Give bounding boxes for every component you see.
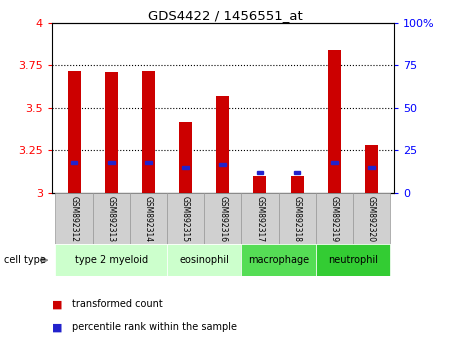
Bar [365, 145, 378, 193]
Bar [216, 96, 229, 193]
Bar [316, 244, 390, 276]
Bar [368, 166, 375, 169]
Bar [130, 193, 167, 244]
Text: percentile rank within the sample: percentile rank within the sample [72, 322, 237, 332]
Bar [316, 193, 353, 244]
Bar [105, 72, 118, 193]
Bar [256, 171, 263, 174]
Text: transformed count: transformed count [72, 299, 163, 309]
Text: neutrophil: neutrophil [328, 255, 378, 265]
Bar [142, 70, 155, 193]
Text: macrophage: macrophage [248, 255, 309, 265]
Text: GSM892319: GSM892319 [330, 195, 339, 242]
Bar [253, 176, 266, 193]
Bar [241, 193, 279, 244]
Bar [331, 161, 338, 164]
Bar [68, 70, 81, 193]
Bar [241, 244, 316, 276]
Text: GSM892313: GSM892313 [107, 195, 116, 242]
Text: GSM892316: GSM892316 [218, 195, 227, 242]
Bar [353, 193, 390, 244]
Bar [204, 193, 241, 244]
Text: GDS4422 / 1456551_at: GDS4422 / 1456551_at [148, 9, 302, 22]
Bar [182, 166, 189, 169]
Bar [71, 161, 77, 164]
Text: GSM892312: GSM892312 [70, 196, 79, 241]
Text: GSM892315: GSM892315 [181, 195, 190, 242]
Text: eosinophil: eosinophil [179, 255, 229, 265]
Text: GSM892317: GSM892317 [256, 195, 265, 242]
Text: type 2 myeloid: type 2 myeloid [75, 255, 148, 265]
Bar [167, 244, 241, 276]
Bar [328, 50, 341, 193]
Text: ■: ■ [52, 299, 62, 309]
Bar [108, 161, 115, 164]
Bar [167, 193, 204, 244]
Text: GSM892320: GSM892320 [367, 195, 376, 242]
Bar [55, 244, 167, 276]
Bar [145, 161, 152, 164]
Bar [179, 121, 192, 193]
Text: GSM892318: GSM892318 [292, 196, 302, 241]
Bar [279, 193, 316, 244]
Bar [93, 193, 130, 244]
Text: cell type: cell type [4, 255, 46, 265]
Bar [220, 162, 226, 166]
Bar [55, 193, 93, 244]
Text: ■: ■ [52, 322, 62, 332]
Text: GSM892314: GSM892314 [144, 195, 153, 242]
Bar [294, 171, 301, 174]
Bar [291, 176, 304, 193]
